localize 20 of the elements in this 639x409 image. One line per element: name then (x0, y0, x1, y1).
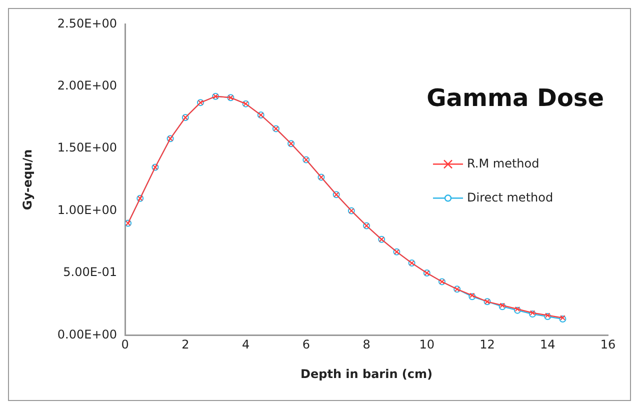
x-tick-label: 4 (242, 338, 250, 352)
x-tick-label: 12 (480, 338, 495, 352)
y-tick-label: 0.00E+00 (57, 327, 118, 342)
x-tick-label: 16 (600, 338, 616, 352)
y-tick-label: 2.50E+00 (57, 16, 118, 30)
x-tick-label: 8 (362, 338, 370, 352)
y-tick-label: 1.00E+00 (57, 202, 118, 217)
y-tick-label: 5.00E-01 (63, 265, 118, 280)
x-tick-label: 10 (419, 338, 435, 352)
text: Gamma Dose (426, 84, 604, 112)
y-axis-title: Gy-equ/n (20, 149, 34, 210)
y-tick-label: 1.50E+00 (57, 140, 118, 155)
y-tick-label: 2.00E+00 (57, 78, 118, 93)
x-tick-label: 2 (182, 338, 190, 352)
x-tick-label: 14 (540, 338, 556, 352)
legend-label: Direct method (467, 190, 554, 204)
x-tick-label: 0 (121, 338, 129, 352)
x-axis-title: Depth in barin (cm) (300, 366, 433, 381)
x-tick-label: 6 (302, 338, 310, 352)
legend-label: R.M method (467, 156, 540, 170)
